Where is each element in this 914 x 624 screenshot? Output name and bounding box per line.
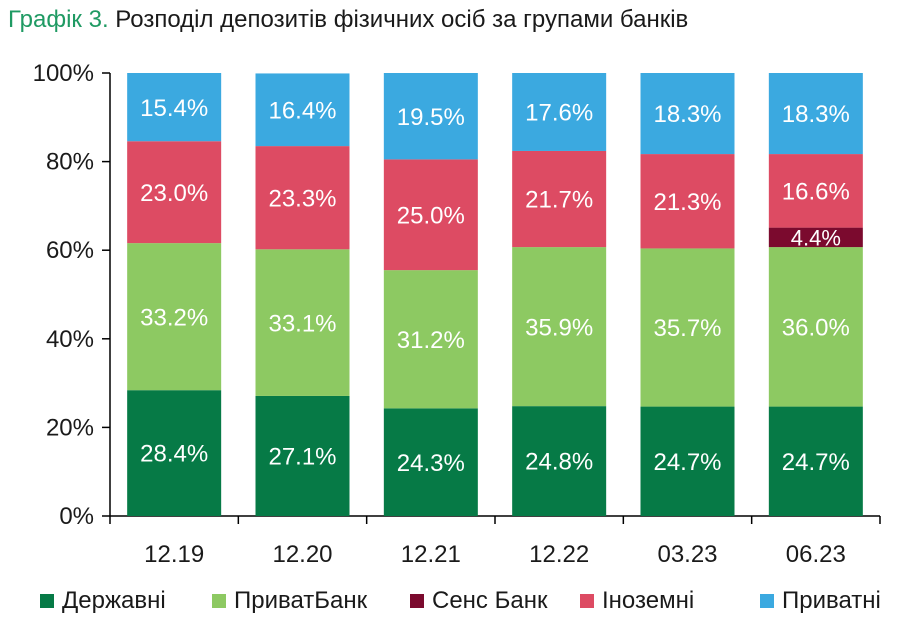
data-label: 4.4% xyxy=(791,225,841,250)
bar-segment xyxy=(127,390,222,516)
legend-label: Сенс Банк xyxy=(432,587,548,614)
data-label: 16.6% xyxy=(782,178,850,205)
bar-segment xyxy=(255,146,350,250)
legend-item: Сенс Банк xyxy=(410,586,547,616)
legend-item: Державні xyxy=(40,586,166,616)
data-label: 33.1% xyxy=(268,310,336,337)
bar-segment xyxy=(383,159,478,271)
data-label: 24.8% xyxy=(525,449,593,476)
bar-segment xyxy=(383,270,478,409)
chart-legend: Державні ПриватБанк Сенс Банк Іноземні Прива… xyxy=(0,582,914,622)
x-tick-label: 12.20 xyxy=(272,541,332,568)
data-label: 35.7% xyxy=(653,315,721,342)
x-tick-label: 12.22 xyxy=(529,541,589,568)
y-tick-label: 80% xyxy=(46,149,94,176)
bar-segment xyxy=(768,406,863,516)
bar-segment xyxy=(640,73,735,155)
data-label: 18.3% xyxy=(782,101,850,128)
bar-segment xyxy=(383,73,478,160)
bar-segment xyxy=(512,406,607,516)
legend-item: Приватні xyxy=(760,586,881,616)
legend-label: Державні xyxy=(62,587,166,614)
legend-swatch xyxy=(760,594,774,608)
y-tick-label: 60% xyxy=(46,237,94,264)
legend-label: ПриватБанк xyxy=(234,587,368,614)
data-label: 24.7% xyxy=(782,449,850,476)
data-label: 35.9% xyxy=(525,314,593,341)
data-label: 17.6% xyxy=(525,100,593,127)
data-label: 24.7% xyxy=(653,449,721,476)
data-label: 28.4% xyxy=(140,441,208,468)
bar-segment xyxy=(640,406,735,516)
x-tick-label: 12.21 xyxy=(401,541,461,568)
legend-item: ПриватБанк xyxy=(212,586,367,616)
data-label: 33.2% xyxy=(140,304,208,331)
chart-title-prefix: Графік 3. xyxy=(8,6,109,33)
y-tick-label: 40% xyxy=(46,326,94,353)
data-label: 15.4% xyxy=(140,95,208,122)
stacked-bar-chart: 0% 20% 40% 60% 80% 100% 28.4% 33.2% 23.0% 15.4% 12… xyxy=(33,60,881,568)
bar-segment xyxy=(768,247,863,407)
bar-segment xyxy=(640,248,735,407)
bar-segment xyxy=(768,154,863,228)
legend-swatch xyxy=(580,594,594,608)
legend-label: Приватні xyxy=(782,587,881,614)
data-label: 27.1% xyxy=(268,444,336,471)
bar-segment xyxy=(512,150,607,248)
chart-title: Графік 3. Розподіл депозитів фізичних ос… xyxy=(8,6,688,34)
bar-segment xyxy=(127,141,222,244)
bar-segment xyxy=(512,73,607,151)
data-label: 16.4% xyxy=(268,97,336,124)
x-tick-label: 03.23 xyxy=(657,541,717,568)
data-label: 25.0% xyxy=(397,202,465,229)
bar-segment xyxy=(255,249,350,396)
y-tick-label: 20% xyxy=(46,414,94,441)
x-tick-label: 06.23 xyxy=(786,541,846,568)
bar-segment xyxy=(255,73,350,147)
bar-segment xyxy=(127,243,222,391)
x-tick-label: 12.19 xyxy=(144,541,204,568)
data-label: 21.7% xyxy=(525,187,593,214)
bar-segment xyxy=(640,154,735,249)
legend-item: Іноземні xyxy=(580,586,694,616)
legend-swatch xyxy=(410,594,424,608)
y-tick-label: 0% xyxy=(59,503,94,530)
legend-label: Іноземні xyxy=(602,587,695,614)
data-label: 21.3% xyxy=(653,189,721,216)
data-label: 36.0% xyxy=(782,314,850,341)
data-label: 19.5% xyxy=(397,104,465,131)
bar-segment xyxy=(768,73,863,155)
data-label: 23.0% xyxy=(140,180,208,207)
data-label: 18.3% xyxy=(653,101,721,128)
bar-segment xyxy=(127,73,222,142)
bar-segment xyxy=(383,408,478,516)
bar-segment xyxy=(512,247,607,407)
legend-swatch xyxy=(212,594,226,608)
data-label: 24.3% xyxy=(397,450,465,477)
legend-swatch xyxy=(40,594,54,608)
chart-title-text: Розподіл депозитів фізичних осіб за груп… xyxy=(115,6,689,33)
bar-segment xyxy=(255,395,350,516)
y-tick-label: 100% xyxy=(33,60,94,87)
data-label: 23.3% xyxy=(268,185,336,212)
bar-segment xyxy=(768,227,863,248)
data-label: 31.2% xyxy=(397,327,465,354)
